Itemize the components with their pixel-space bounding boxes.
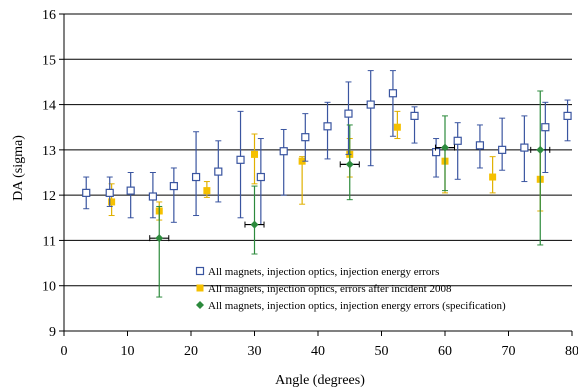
data-point [432, 148, 441, 157]
data-point [536, 145, 545, 154]
data-point [301, 133, 310, 142]
x-tick-label: 60 [438, 344, 452, 359]
data-point [410, 111, 419, 120]
legend: All magnets, injection optics, injection… [195, 266, 506, 312]
gridlines [64, 13, 572, 287]
data-point [541, 123, 550, 132]
data-point [366, 100, 375, 109]
legend-label: All magnets, injection optics, injection… [208, 300, 506, 312]
x-tick-label: 30 [248, 344, 262, 359]
data-point [498, 145, 507, 154]
data-point [169, 181, 178, 191]
data-point [453, 136, 462, 145]
series-1 [82, 70, 572, 226]
x-tick-label: 10 [121, 344, 135, 359]
legend-label: All magnets, injection optics, errors af… [208, 283, 452, 295]
y-tick-label: 9 [49, 325, 56, 340]
data-point [214, 167, 223, 176]
data-point [323, 122, 332, 131]
data-point [256, 172, 265, 182]
data-point [126, 186, 135, 195]
x-tick-label: 40 [311, 344, 325, 359]
data-point [520, 143, 529, 152]
x-tick-label: 0 [61, 344, 68, 359]
data-point [82, 188, 91, 197]
data-point [191, 172, 201, 182]
x-tick-label: 80 [565, 344, 578, 359]
data-point [203, 187, 211, 195]
y-axis-ticks: 9 10 11 12 13 14 15 16 [42, 8, 64, 340]
x-tick-label: 70 [502, 344, 516, 359]
data-point [393, 123, 401, 131]
y-tick-label: 11 [43, 234, 56, 249]
series-3 [149, 90, 551, 298]
data-point [155, 234, 164, 243]
data-point [236, 155, 245, 164]
data-point [298, 157, 306, 165]
legend-label: All magnets, injection optics, injection… [208, 266, 439, 278]
data-point [388, 89, 398, 98]
y-tick-label: 15 [42, 53, 56, 68]
data-point [475, 141, 485, 150]
legend-marker [195, 266, 205, 276]
legend-marker [196, 284, 204, 292]
data-point [250, 220, 259, 229]
y-tick-label: 14 [42, 99, 56, 114]
plot-series [82, 70, 572, 298]
x-axis-label: Angle (degrees) [275, 373, 365, 388]
data-point [345, 160, 354, 169]
data-point [108, 198, 116, 206]
x-tick-label: 50 [375, 344, 389, 359]
y-tick-label: 13 [42, 144, 56, 159]
data-point [441, 143, 449, 152]
x-axis-ticks: 0 10 20 30 40 50 60 70 80 [61, 331, 578, 359]
y-tick-label: 12 [42, 189, 56, 204]
y-axis-label: DA (sigma) [11, 135, 26, 201]
data-point [344, 109, 353, 118]
x-tick-label: 20 [184, 344, 198, 359]
y-tick-label: 10 [42, 280, 56, 295]
data-point [563, 111, 572, 120]
data-point [489, 173, 497, 181]
data-point [105, 188, 114, 197]
y-tick-label: 16 [42, 8, 56, 23]
data-point [279, 147, 288, 156]
data-point [251, 150, 258, 158]
legend-marker [196, 301, 204, 309]
data-point [148, 192, 157, 201]
